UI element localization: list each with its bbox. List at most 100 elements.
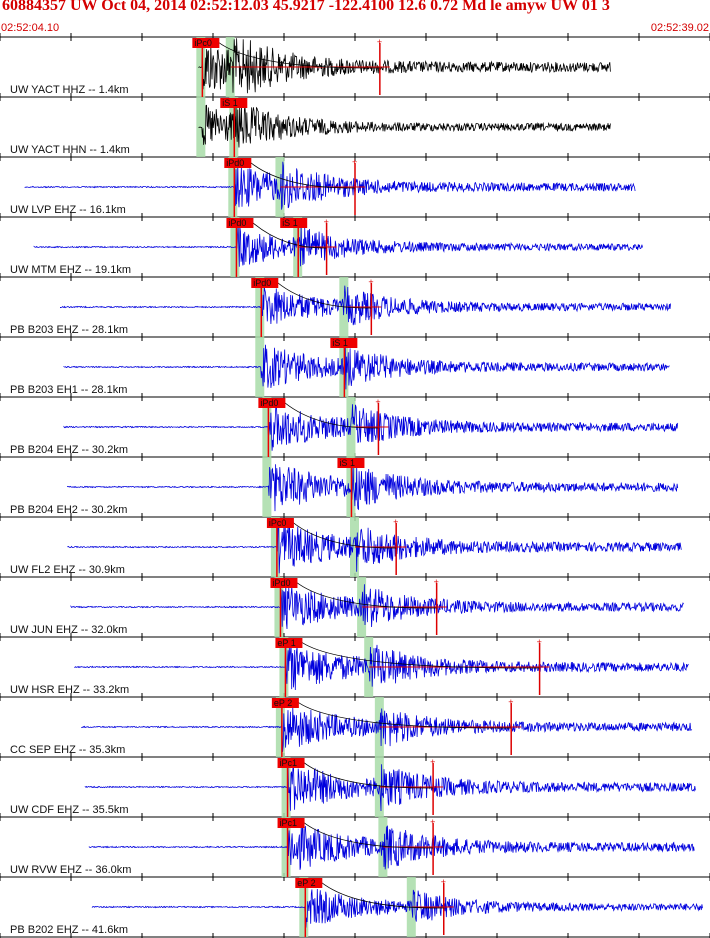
pick-label: iPc0: [269, 518, 287, 528]
p-window: [196, 97, 206, 157]
station-label: UW YACT HHN -- 1.4km: [10, 144, 130, 156]
event-title: 60884357 UW Oct 04, 2014 02:52:12.03 45.…: [2, 0, 610, 14]
coda-plus: +: [352, 157, 357, 167]
pick-box[interactable]: [330, 338, 358, 348]
waveform: [84, 762, 696, 812]
waveform: [60, 285, 671, 326]
waveform: [88, 825, 695, 870]
pick-box[interactable]: [277, 818, 305, 828]
station-label: PB B204 EHZ -- 30.2km: [10, 444, 128, 456]
pick-label: iS 1: [339, 458, 355, 468]
station-label: UW CDF EHZ -- 35.5km: [10, 804, 129, 816]
pick-box[interactable]: [226, 218, 254, 228]
waveform: [70, 583, 684, 630]
trace-row[interactable]: iS 1 PB B204 EH2 -- 30.2km: [10, 457, 679, 517]
waveform: [33, 226, 643, 267]
coda-plus: +: [430, 757, 435, 767]
station-label: UW LVP EHZ -- 16.1km: [10, 204, 126, 216]
coda-plus: +: [430, 817, 435, 827]
coda-plus: +: [537, 637, 542, 647]
pick-box[interactable]: [275, 638, 303, 648]
pick-box[interactable]: [270, 578, 298, 588]
trace-row[interactable]: + iPd0 iS 1 UW MTM EHZ -- 19.1km: [10, 217, 643, 277]
p-window: [262, 397, 272, 457]
coda-curve: [299, 818, 434, 849]
coda-curve: [280, 398, 379, 429]
pick-label: iS 1: [282, 218, 298, 228]
station-label: UW JUN EHZ -- 32.0km: [10, 624, 127, 636]
trace-row[interactable]: + eP 1 UW HSR EHZ -- 33.2km: [10, 637, 689, 697]
s-window: [364, 637, 374, 697]
pick-label: eP 1: [277, 638, 295, 648]
pick-label: eP 2: [297, 878, 315, 888]
pick-label: eP 2: [274, 698, 292, 708]
station-label: PB B203 EH1 -- 28.1km: [10, 384, 127, 396]
coda-plus: +: [434, 577, 439, 587]
pick-box[interactable]: [224, 158, 252, 168]
coda-curve: [273, 278, 372, 309]
pick-label: iPd0: [253, 278, 271, 288]
coda-curve: [292, 578, 437, 609]
station-label: PB B203 EHZ -- 28.1km: [10, 324, 128, 336]
waveform: [91, 888, 703, 928]
pick-label: iPd0: [260, 398, 278, 408]
coda-plus: +: [324, 217, 329, 227]
waveform: [74, 641, 689, 691]
trace-row[interactable]: + iPc1 UW RVW EHZ -- 36.0km: [10, 817, 695, 877]
trace-row[interactable]: + iPd0 PB B203 EHZ -- 28.1km: [10, 277, 671, 337]
pick-label: iPc0: [194, 38, 212, 48]
pick-box[interactable]: [266, 518, 294, 528]
pick-box[interactable]: [295, 878, 323, 888]
waveform: [63, 344, 670, 390]
coda-plus: +: [441, 877, 446, 887]
trace-row[interactable]: + iPd0 PB B204 EHZ -- 30.2km: [10, 397, 679, 457]
trace-row[interactable]: + iPd0 UW LVP EHZ -- 16.1km: [10, 157, 636, 217]
trace-row[interactable]: iS 1 UW YACT HHN -- 1.4km: [10, 97, 611, 157]
start-time: 02:52:04.10: [1, 22, 60, 34]
coda-plus: +: [508, 697, 513, 707]
coda-curve: [248, 218, 327, 249]
coda-curve: [293, 698, 512, 729]
pick-box[interactable]: [277, 758, 305, 768]
station-label: UW YACT HHZ -- 1.4km: [10, 84, 129, 96]
s-window: [275, 157, 285, 217]
pick-label: iPd0: [272, 578, 290, 588]
pick-box[interactable]: [271, 698, 299, 708]
station-label: UW HSR EHZ -- 33.2km: [10, 684, 129, 696]
waveform: [198, 102, 611, 148]
station-label: UW FL2 EHZ -- 30.9km: [10, 564, 125, 576]
waveform: [67, 464, 679, 512]
time-ticks: [0, 33, 710, 938]
station-label: PB B202 EHZ -- 41.6km: [10, 924, 128, 936]
trace-row[interactable]: + iPc0 UW FL2 EHZ -- 30.9km: [10, 517, 682, 577]
trace-row[interactable]: + eP 2 PB B202 EHZ -- 41.6km: [10, 877, 703, 937]
pick-box[interactable]: [258, 398, 286, 408]
s-window: [350, 517, 359, 577]
coda-plus: +: [377, 37, 382, 47]
coda-plus: +: [368, 277, 373, 287]
trace-row[interactable]: iS 1 PB B203 EH1 -- 28.1km: [10, 337, 670, 397]
station-label: UW MTM EHZ -- 19.1km: [10, 264, 131, 276]
pick-box[interactable]: [220, 98, 248, 108]
waveform: [24, 161, 636, 210]
pick-box[interactable]: [251, 278, 279, 288]
coda-curve: [297, 638, 540, 669]
pick-label: iPd0: [228, 218, 246, 228]
p-window: [299, 877, 309, 937]
pick-box[interactable]: [192, 38, 220, 48]
coda-curve: [288, 518, 397, 549]
trace-row[interactable]: + eP 2 CC SEP EHZ -- 35.3km: [10, 697, 693, 757]
pick-label: iPd0: [226, 158, 244, 168]
station-label: CC SEP EHZ -- 35.3km: [10, 744, 125, 756]
pick-box[interactable]: [337, 458, 365, 468]
coda-curve: [299, 758, 434, 789]
pick-box[interactable]: [280, 218, 308, 228]
pick-label: iPc1: [280, 818, 298, 828]
coda-plus: +: [375, 397, 380, 407]
coda-curve: [214, 38, 380, 69]
trace-row[interactable]: + iPd0 UW JUN EHZ -- 32.0km: [10, 577, 684, 637]
trace-row[interactable]: + iPc0 UW YACT HHZ -- 1.4km: [10, 37, 611, 97]
waveform: [67, 519, 682, 574]
trace-row[interactable]: + iPc1 UW CDF EHZ -- 35.5km: [10, 757, 696, 817]
